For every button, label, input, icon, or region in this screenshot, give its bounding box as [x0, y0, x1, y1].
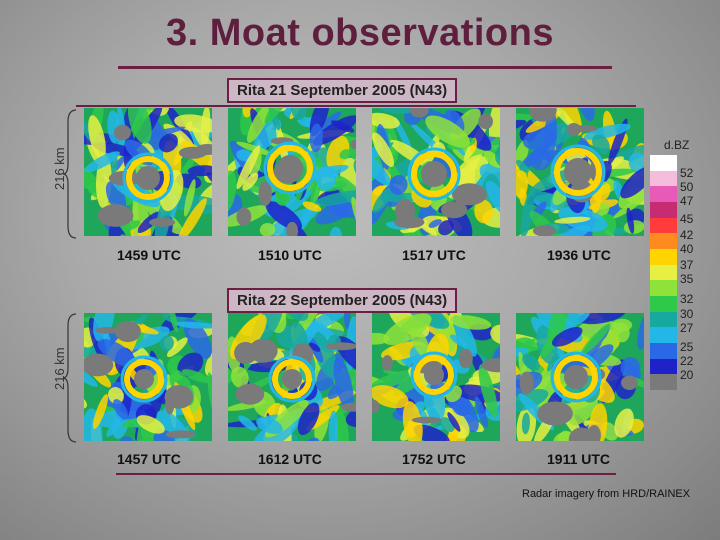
radar-image [84, 108, 212, 236]
legend-value: 50 [680, 180, 694, 194]
legend-swatch [650, 217, 677, 234]
row2-header: Rita 22 September 2005 (N43) [227, 288, 458, 313]
row2-time-2: 1612 UTC [258, 451, 322, 467]
dbz-color-legend [650, 155, 677, 390]
legend-swatch [650, 186, 677, 202]
row1-time-3: 1517 UTC [402, 247, 466, 263]
row1-scale-brace [62, 109, 77, 239]
legend-swatch [650, 374, 677, 390]
legend-value: 45 [680, 212, 694, 226]
legend-value: 37 [680, 258, 694, 272]
legend-swatch [650, 155, 677, 171]
legend-swatch [650, 327, 677, 343]
radar-image [372, 108, 500, 236]
legend-swatch [650, 233, 677, 249]
legend-swatch [650, 342, 677, 359]
row2-time-3: 1752 UTC [402, 451, 466, 467]
legend-swatch [650, 264, 677, 281]
row2-scale-brace [62, 313, 77, 443]
legend-swatch [650, 295, 677, 312]
legend-swatch [650, 358, 677, 375]
legend-value: 40 [680, 242, 694, 256]
row2-time-1: 1457 UTC [117, 451, 181, 467]
legend-swatch [650, 201, 677, 218]
slide-title: 3. Moat observations [166, 12, 554, 54]
radar-image [372, 313, 500, 441]
legend-swatch [650, 280, 677, 296]
row2-bottom-rule [116, 473, 616, 475]
legend-value: 27 [680, 321, 694, 335]
legend-swatch [650, 170, 677, 187]
legend-title: d.BZ [664, 138, 690, 152]
radar-image [228, 313, 356, 441]
radar-image [228, 108, 356, 236]
radar-image [516, 313, 644, 441]
row1-time-1: 1459 UTC [117, 247, 181, 263]
legend-value: 25 [680, 340, 694, 354]
legend-value: 52 [680, 166, 694, 180]
legend-value: 42 [680, 228, 694, 242]
row1-time-4: 1936 UTC [547, 247, 611, 263]
legend-value: 20 [680, 368, 694, 382]
row1-time-2: 1510 UTC [258, 247, 322, 263]
row1-header: Rita 21 September 2005 (N43) [227, 78, 458, 103]
row1-top-rule [76, 105, 636, 107]
legend-value: 30 [680, 307, 694, 321]
image-credit: Radar imagery from HRD/RAINEX [522, 488, 691, 500]
legend-swatch [650, 248, 677, 265]
legend-value: 32 [680, 292, 694, 306]
title-underline [118, 66, 612, 69]
legend-value: 47 [680, 194, 694, 208]
radar-image [84, 313, 212, 441]
row2-time-4: 1911 UTC [547, 451, 611, 467]
legend-swatch [650, 311, 677, 328]
legend-value: 35 [680, 272, 694, 286]
radar-image [516, 108, 644, 236]
legend-value: 22 [680, 354, 694, 368]
